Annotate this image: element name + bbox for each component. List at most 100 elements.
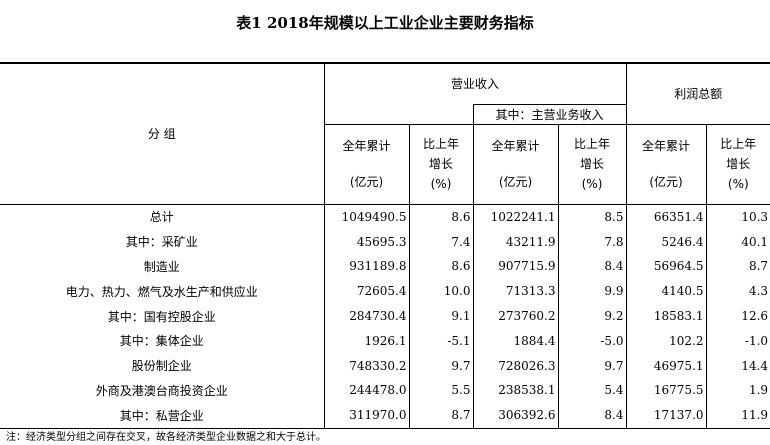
table-row: 其中：国有控股企业 284730.4 9.1 273760.2 9.2 18583.1 12…: [0, 303, 770, 329]
profit-header: 利润总额: [626, 62, 770, 124]
cell-c2: -5.1: [409, 328, 474, 354]
cell-c6: 12.6: [741, 309, 769, 324]
cell-c6: 10.3: [741, 209, 769, 224]
row-label: 电力、热力、燃气及水生产和供应业: [0, 278, 325, 304]
cell-c6: 40.1: [741, 234, 769, 249]
cell-c6: 4.3: [748, 284, 769, 299]
revenue-header: 营业收入: [324, 62, 627, 104]
table-row: 总计 1049490.5 8.6 1022241.1 8.5 66351.4 10.3: [0, 204, 770, 230]
financial-indicators-table: 分 组 营业收入 利润总额 其中：主营业务收入 全年累计 (亿元) 比上年 增长…: [0, 62, 770, 429]
cell-c4: -5.0: [558, 328, 627, 354]
table-title: 表1 2018年规模以上工业企业主要财务指标: [236, 14, 534, 32]
cell-c5: 5246.4: [626, 229, 707, 255]
cell-c2: 10.0: [409, 278, 474, 304]
row-label: 其中：私营企业: [0, 402, 325, 429]
cumulative-label: 全年累计: [491, 139, 540, 153]
cell-c3: 273760.2: [473, 303, 559, 329]
unit-pct-label: (%): [430, 177, 452, 191]
cell-c2: 8.7: [409, 402, 474, 429]
cell-c1: 1926.1: [324, 328, 410, 354]
cell-c5: 66351.4: [626, 204, 707, 230]
cell-c1: 72605.4: [324, 278, 410, 304]
row-label: 制造业: [0, 254, 325, 279]
cell-c5: 4140.5: [626, 278, 707, 304]
main-revenue-cumulative-header: 全年累计 (亿元): [473, 123, 559, 205]
cell-c4: 9.7: [558, 353, 627, 379]
cell-c1: 45695.3: [324, 229, 410, 255]
cell-c2: 9.7: [409, 353, 474, 379]
cumulative-label: 全年累计: [642, 139, 691, 153]
cell-c2: 5.5: [409, 378, 474, 403]
unit-pct-label: (%): [581, 177, 603, 191]
cell-c2: 9.1: [409, 303, 474, 329]
revenue-cumulative-header: 全年累计 (亿元): [324, 123, 410, 205]
row-label: 其中：采矿业: [0, 229, 325, 255]
cell-c3: 1022241.1: [473, 204, 559, 230]
yoy-label-line1: 比上年: [574, 137, 611, 151]
row-label: 其中：国有控股企业: [0, 303, 325, 329]
cell-c2: 8.6: [409, 254, 474, 279]
row-label: 股份制企业: [0, 353, 325, 379]
unit-amount-label: (亿元): [349, 175, 384, 189]
cell-c1: 748330.2: [324, 353, 410, 379]
table-row: 其中：采矿业 45695.3 7.4 43211.9 7.8 5246.4 40.1: [0, 229, 770, 255]
cell-c5: 56964.5: [626, 254, 707, 279]
cell-c4: 5.4: [558, 378, 627, 403]
cell-c4: 7.8: [558, 229, 627, 255]
table-row: 外商及港澳台商投资企业 244478.0 5.5 238538.1 5.4 16775.5…: [0, 378, 770, 403]
row-label: 其中：集体企业: [0, 328, 325, 354]
cell-c2: 7.4: [409, 229, 474, 255]
table-row: 电力、热力、燃气及水生产和供应业 72605.4 10.0 71313.3 9.9 414…: [0, 278, 770, 304]
cell-c3: 728026.3: [473, 353, 559, 379]
row-label: 外商及港澳台商投资企业: [0, 378, 325, 403]
cell-c6: 14.4: [741, 358, 769, 373]
cell-c4: 9.2: [558, 303, 627, 329]
table-row: 其中：集体企业 1926.1 -5.1 1884.4 -5.0 102.2 -1.0: [0, 328, 770, 354]
cell-c3: 1884.4: [473, 328, 559, 354]
cell-c3: 238538.1: [473, 378, 559, 403]
yoy-label-line1: 比上年: [422, 137, 459, 151]
cell-c4: 8.4: [558, 402, 627, 429]
cell-c1: 1049490.5: [324, 204, 410, 230]
table-row: 制造业 931189.8 8.6 907715.9 8.4 56964.5 8.7: [0, 254, 770, 279]
cell-c4: 9.9: [558, 278, 627, 304]
cell-c5: 102.2: [626, 328, 707, 354]
cell-c6: 8.7: [748, 259, 769, 274]
cell-c1: 244478.0: [324, 378, 410, 403]
cell-c4: 8.4: [558, 254, 627, 279]
unit-amount-label: (亿元): [498, 175, 533, 189]
cell-c3: 907715.9: [473, 254, 559, 279]
cell-c1: 284730.4: [324, 303, 410, 329]
cell-c6: 11.9: [706, 402, 770, 429]
cell-c3: 43211.9: [473, 229, 559, 255]
cell-c5: 18583.1: [626, 303, 707, 329]
cell-c6: 1.9: [748, 383, 769, 398]
profit-cumulative-header: 全年累计 (亿元): [626, 123, 707, 205]
cell-c1: 311970.0: [324, 402, 410, 429]
cumulative-label: 全年累计: [342, 139, 391, 153]
revenue-subheader-spacer: [324, 104, 474, 124]
yoy-label-line2: 增长: [580, 157, 605, 171]
cell-c1: 931189.8: [324, 254, 410, 279]
main-revenue-yoy-header: 比上年 增长 (%): [558, 123, 627, 205]
main-revenue-header: 其中：主营业务收入: [472, 103, 627, 124]
yoy-label-line2: 增长: [428, 157, 453, 171]
table-row: 股份制企业 748330.2 9.7 728026.3 9.7 46975.1 14.4: [0, 353, 770, 379]
cell-c4: 8.5: [558, 204, 627, 230]
cell-c5: 16775.5: [626, 378, 707, 403]
profit-yoy-header: 比上年 增长 (%): [706, 123, 770, 205]
cell-c2: 8.6: [409, 204, 474, 230]
footnote: 注：经济类型分组之间存在交叉，故各经济类型企业数据之和大于总计。: [6, 432, 326, 443]
cell-c3: 71313.3: [473, 278, 559, 304]
cell-c5: 17137.0: [626, 402, 707, 429]
table-body: 总计 1049490.5 8.6 1022241.1 8.5 66351.4 10.3 其中：…: [0, 204, 770, 429]
row-label: 总计: [0, 204, 325, 230]
unit-amount-label: (亿元): [649, 175, 683, 189]
revenue-yoy-header: 比上年 增长 (%): [409, 123, 474, 205]
cell-c5: 46975.1: [626, 353, 707, 379]
unit-pct-label: (%): [727, 177, 749, 191]
yoy-label-line2: 增长: [726, 157, 751, 171]
cell-c3: 306392.6: [473, 402, 559, 429]
table-row: 其中：私营企业 311970.0 8.7 306392.6 8.4 17137.0 11.9: [0, 402, 770, 429]
group-header: 分 组: [0, 62, 325, 205]
